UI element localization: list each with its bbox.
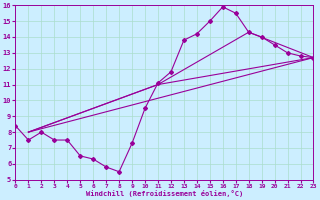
X-axis label: Windchill (Refroidissement éolien,°C): Windchill (Refroidissement éolien,°C)	[86, 190, 243, 197]
